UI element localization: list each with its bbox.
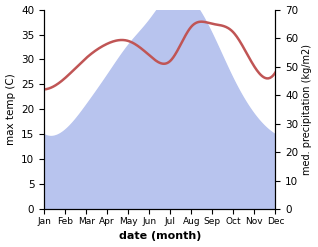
Y-axis label: max temp (C): max temp (C) bbox=[5, 74, 16, 145]
X-axis label: date (month): date (month) bbox=[119, 231, 201, 242]
Y-axis label: med. precipitation (kg/m2): med. precipitation (kg/m2) bbox=[302, 44, 313, 175]
